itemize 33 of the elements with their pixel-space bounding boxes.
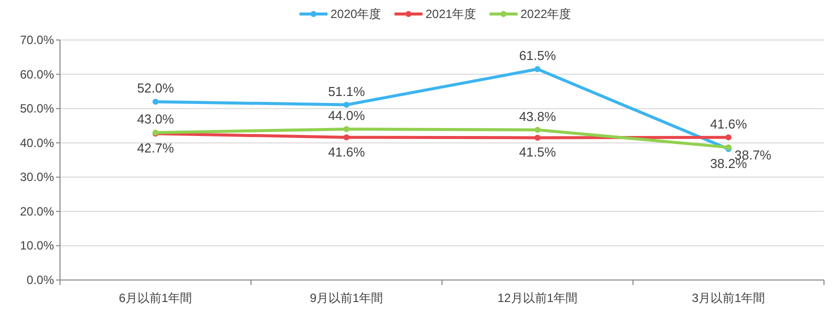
point <box>344 126 350 132</box>
y-tick-label: 10.0% <box>20 238 54 253</box>
point <box>534 126 540 133</box>
x-tick-label: 3月以前1年間 <box>692 291 766 305</box>
y-tick-label: 40.0% <box>20 136 54 150</box>
point <box>344 134 350 140</box>
data-label: 41.6% <box>328 144 366 160</box>
y-tick-label: 30.0% <box>20 170 54 184</box>
point <box>534 134 540 141</box>
data-label: 42.7% <box>137 140 174 156</box>
y-tick-label: 50.0% <box>20 102 54 116</box>
point <box>152 98 158 105</box>
data-label: 51.1% <box>328 84 366 99</box>
data-label: 61.5% <box>519 48 556 64</box>
point <box>344 102 350 108</box>
legend-label: 2020年度 <box>330 7 382 21</box>
legend-label: 2022年度 <box>520 7 572 21</box>
y-tick-label: 20.0% <box>20 204 54 218</box>
point <box>534 66 540 72</box>
x-tick-label: 6月以前1年間 <box>118 291 192 305</box>
y-tick-label: 0.0% <box>26 273 54 287</box>
data-label: 43.8% <box>519 108 556 124</box>
data-label: 52.0% <box>137 80 174 96</box>
data-label: 41.6% <box>710 116 748 132</box>
data-label: 43.0% <box>137 112 174 127</box>
legend-label: 2021年度 <box>426 7 476 21</box>
y-tick-label: 60.0% <box>20 67 54 82</box>
data-label: 44.0% <box>328 108 366 124</box>
point <box>726 134 732 140</box>
x-tick-label: 9月以前1年間 <box>310 291 384 305</box>
data-label: 41.5% <box>519 144 556 160</box>
y-tick-label: 70.0% <box>20 33 54 47</box>
x-tick-label: 12月以前1年間 <box>497 291 578 305</box>
